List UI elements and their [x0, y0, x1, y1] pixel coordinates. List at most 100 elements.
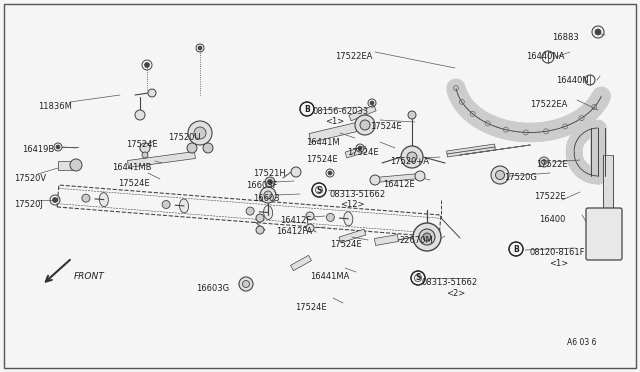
Text: 16412E: 16412E: [383, 180, 415, 189]
Circle shape: [145, 62, 150, 67]
Circle shape: [198, 46, 202, 50]
Circle shape: [82, 194, 90, 202]
Text: 08313-51662: 08313-51662: [330, 190, 386, 199]
Text: 17524E: 17524E: [118, 179, 150, 188]
Circle shape: [264, 191, 272, 199]
Circle shape: [413, 223, 441, 251]
Text: 16603: 16603: [253, 194, 280, 203]
Text: 17524E: 17524E: [306, 155, 338, 164]
Circle shape: [162, 201, 170, 208]
Circle shape: [541, 160, 547, 164]
Polygon shape: [603, 155, 613, 225]
Circle shape: [291, 167, 301, 177]
Circle shape: [268, 180, 273, 185]
Text: 08120-8161F: 08120-8161F: [530, 248, 586, 257]
Circle shape: [203, 143, 213, 153]
Circle shape: [246, 207, 254, 215]
Text: A6 03 6: A6 03 6: [567, 338, 596, 347]
Circle shape: [401, 146, 423, 168]
Circle shape: [328, 171, 332, 175]
Text: 08313-51662: 08313-51662: [422, 278, 478, 287]
Text: <2>: <2>: [446, 289, 465, 298]
Ellipse shape: [99, 193, 108, 206]
Circle shape: [423, 233, 431, 241]
Text: 16883: 16883: [552, 33, 579, 42]
Text: <12>: <12>: [340, 200, 365, 209]
Text: 17524E: 17524E: [347, 148, 379, 157]
Text: S: S: [415, 273, 420, 282]
Polygon shape: [58, 160, 76, 170]
Ellipse shape: [180, 199, 189, 213]
Text: 16412FA: 16412FA: [276, 227, 312, 236]
Text: 16419B: 16419B: [22, 145, 54, 154]
Circle shape: [148, 89, 156, 97]
Polygon shape: [374, 235, 399, 246]
Polygon shape: [339, 229, 366, 243]
Polygon shape: [447, 144, 495, 157]
Ellipse shape: [264, 205, 273, 219]
Text: 17520+A: 17520+A: [390, 157, 429, 166]
Circle shape: [306, 212, 314, 220]
Text: FRONT: FRONT: [74, 272, 105, 281]
Text: 17522E: 17522E: [534, 192, 566, 201]
Circle shape: [194, 127, 206, 139]
Text: 16440NA: 16440NA: [526, 52, 564, 61]
Circle shape: [360, 120, 370, 130]
Text: 16603G: 16603G: [196, 284, 229, 293]
Text: 16603F: 16603F: [246, 181, 278, 190]
Text: 11836M: 11836M: [38, 102, 72, 111]
Circle shape: [358, 146, 362, 150]
Text: 17524E: 17524E: [330, 240, 362, 249]
Circle shape: [243, 280, 250, 288]
Polygon shape: [127, 151, 195, 167]
Text: <1>: <1>: [325, 117, 344, 126]
Circle shape: [355, 115, 375, 135]
Circle shape: [265, 177, 275, 187]
Circle shape: [595, 29, 601, 35]
Circle shape: [539, 157, 549, 167]
Circle shape: [135, 110, 145, 120]
Circle shape: [140, 143, 150, 153]
Text: 17524E: 17524E: [370, 122, 402, 131]
Circle shape: [70, 159, 82, 171]
Circle shape: [260, 187, 276, 203]
Circle shape: [188, 121, 212, 145]
Text: 17524E: 17524E: [295, 303, 326, 312]
Text: 16441MB: 16441MB: [112, 163, 152, 172]
Circle shape: [326, 214, 334, 221]
Text: 16441MA: 16441MA: [310, 272, 349, 281]
Text: 17522EA: 17522EA: [335, 52, 372, 61]
Circle shape: [187, 143, 197, 153]
Polygon shape: [375, 173, 420, 183]
Circle shape: [142, 152, 148, 158]
Circle shape: [56, 145, 60, 149]
Text: 08156-62033: 08156-62033: [313, 107, 369, 116]
Polygon shape: [309, 121, 366, 142]
Text: 17521H: 17521H: [253, 169, 285, 178]
Text: 16400: 16400: [539, 215, 565, 224]
Text: 17520U: 17520U: [168, 133, 200, 142]
Circle shape: [239, 277, 253, 291]
Circle shape: [52, 198, 58, 202]
Polygon shape: [291, 255, 312, 270]
Circle shape: [408, 111, 416, 119]
Polygon shape: [345, 146, 367, 158]
Text: 17520V: 17520V: [14, 174, 46, 183]
Circle shape: [407, 152, 417, 162]
Text: 17522EA: 17522EA: [530, 100, 568, 109]
Circle shape: [370, 175, 380, 185]
Circle shape: [495, 170, 504, 180]
Text: S: S: [316, 186, 322, 195]
Text: B: B: [513, 244, 519, 253]
Circle shape: [419, 229, 435, 245]
Circle shape: [256, 226, 264, 234]
Text: B: B: [304, 105, 310, 113]
Circle shape: [256, 214, 264, 222]
Circle shape: [370, 101, 374, 105]
Text: 17522E: 17522E: [536, 160, 568, 169]
Text: 17520J: 17520J: [14, 200, 43, 209]
Text: 16440N: 16440N: [556, 76, 589, 85]
Text: 22670M: 22670M: [399, 236, 433, 245]
Text: <1>: <1>: [549, 259, 568, 268]
Circle shape: [415, 171, 425, 181]
